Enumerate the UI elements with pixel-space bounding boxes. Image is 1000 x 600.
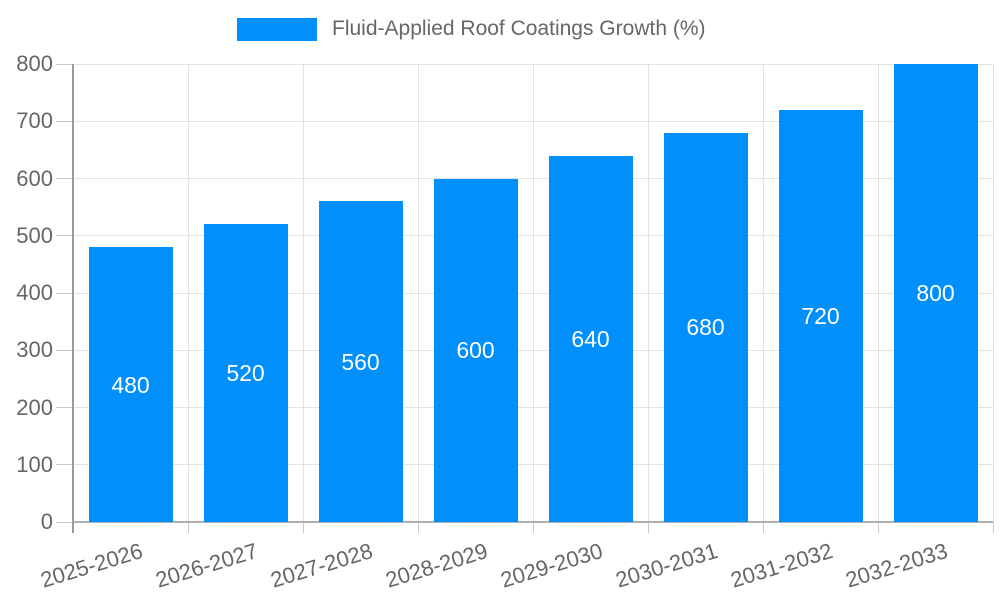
legend-item[interactable]: Fluid-Applied Roof Coatings Growth (%) bbox=[237, 17, 706, 41]
bar[interactable] bbox=[203, 224, 288, 522]
x-axis-tick-label: 2028-2029 bbox=[382, 538, 491, 593]
y-tick-mark bbox=[56, 63, 73, 65]
x-gridline bbox=[647, 64, 649, 522]
x-axis-line bbox=[73, 521, 993, 523]
y-tick-mark bbox=[56, 407, 73, 408]
x-axis-tick-label: 2032-2033 bbox=[842, 538, 951, 593]
x-gridline bbox=[877, 64, 879, 522]
bar-value-label: 600 bbox=[456, 337, 495, 364]
y-axis-tick-label: 100 bbox=[16, 451, 53, 477]
y-tick-mark bbox=[56, 464, 73, 466]
x-axis-tick-label: 2026-2027 bbox=[152, 538, 261, 593]
y-axis-tick-label: 300 bbox=[16, 337, 53, 363]
x-tick-mark bbox=[762, 522, 764, 533]
legend-swatch bbox=[237, 17, 317, 41]
y-tick-mark bbox=[56, 521, 73, 523]
y-tick-mark bbox=[56, 235, 73, 237]
x-axis-tick-label: 2030-2031 bbox=[612, 538, 721, 593]
y-axis-tick-label: 600 bbox=[16, 165, 53, 191]
x-tick-mark bbox=[992, 522, 994, 533]
y-tick-mark bbox=[56, 292, 73, 294]
x-axis-tick-label: 2029-2030 bbox=[497, 538, 606, 593]
bar[interactable] bbox=[88, 247, 173, 522]
bar[interactable] bbox=[663, 132, 748, 522]
x-axis-tick-label: 2027-2028 bbox=[267, 538, 376, 593]
x-tick-mark bbox=[532, 522, 534, 533]
y-axis-tick-label: 0 bbox=[40, 509, 53, 534]
y-axis-line bbox=[72, 64, 74, 533]
bar-value-label: 520 bbox=[226, 360, 265, 387]
bar-value-label: 560 bbox=[341, 348, 380, 375]
x-gridline bbox=[992, 64, 994, 522]
x-tick-mark bbox=[877, 522, 879, 533]
bar-value-label: 800 bbox=[916, 280, 955, 306]
y-axis-tick-label: 200 bbox=[16, 394, 53, 420]
legend-label: Fluid-Applied Roof Coatings Growth (%) bbox=[332, 17, 706, 40]
y-tick-mark bbox=[56, 349, 73, 351]
x-tick-mark bbox=[647, 522, 649, 533]
x-gridline bbox=[532, 64, 534, 522]
bar[interactable] bbox=[893, 64, 978, 522]
x-tick-mark bbox=[187, 522, 189, 533]
bar-value-label: 680 bbox=[686, 314, 725, 341]
bar-value-label: 720 bbox=[801, 302, 840, 329]
bar-value-label: 640 bbox=[571, 325, 610, 352]
x-gridline bbox=[417, 64, 419, 522]
bar[interactable] bbox=[778, 109, 863, 522]
x-axis-tick-label: 2025-2026 bbox=[37, 538, 146, 593]
y-tick-mark bbox=[56, 120, 73, 122]
y-axis-tick-label: 800 bbox=[16, 51, 53, 76]
y-axis-tick-label: 700 bbox=[16, 108, 53, 134]
y-axis-tick-label: 500 bbox=[16, 222, 53, 248]
bar-value-label: 480 bbox=[111, 371, 150, 398]
x-gridline bbox=[762, 64, 764, 522]
x-gridline bbox=[302, 64, 304, 522]
x-gridline bbox=[187, 64, 189, 522]
y-tick-mark bbox=[56, 178, 73, 179]
x-tick-mark bbox=[302, 522, 304, 533]
bar[interactable] bbox=[548, 155, 633, 522]
y-axis-tick-label: 400 bbox=[16, 280, 53, 305]
bar[interactable] bbox=[318, 201, 403, 522]
x-tick-mark bbox=[417, 522, 419, 533]
x-axis-tick-label: 2031-2032 bbox=[727, 538, 836, 593]
bar[interactable] bbox=[433, 178, 518, 522]
